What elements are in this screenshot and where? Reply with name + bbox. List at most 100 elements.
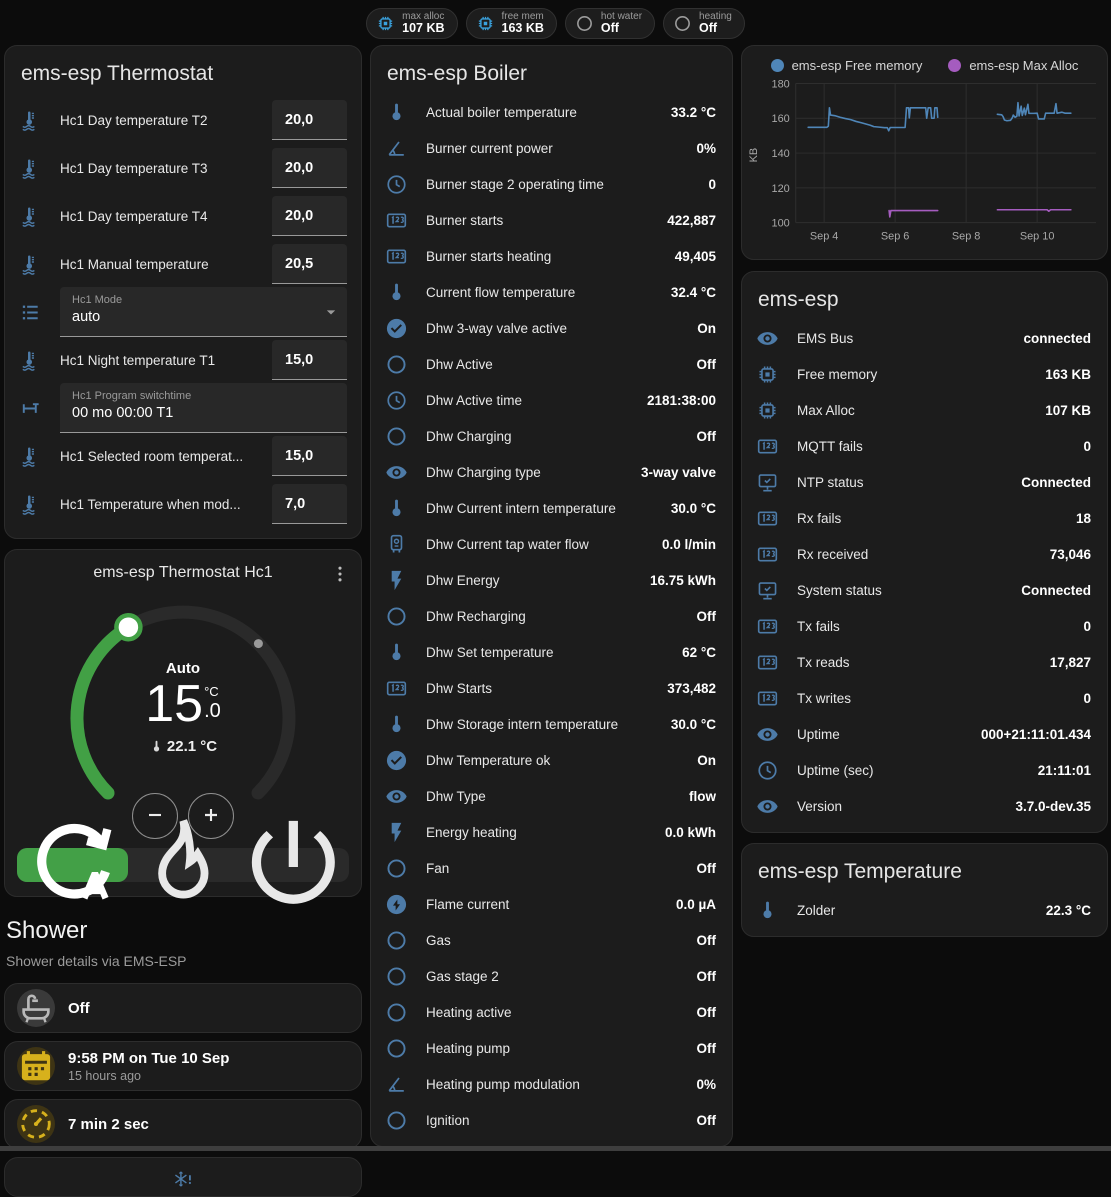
entity-row[interactable]: Flame current 0.0 µA (371, 886, 732, 922)
shower-item[interactable]: Off (4, 983, 362, 1033)
text-input[interactable]: Hc1 Program switchtime 00 mo 00:00 T1 (60, 383, 347, 433)
entity-row[interactable]: Dhw Recharging Off (371, 598, 732, 634)
entity-row[interactable]: Ignition Off (371, 1102, 732, 1138)
partial-card[interactable] (4, 1157, 362, 1197)
memory-chart-card: ems-esp Free memory ems-esp Max Alloc 10… (741, 45, 1108, 260)
hvac-mode-button[interactable] (17, 848, 128, 882)
entity-row[interactable]: Burner starts 422,887 (371, 202, 732, 238)
entity-row[interactable]: Gas stage 2 Off (371, 958, 732, 994)
entity-row[interactable]: EMS Bus connected (742, 320, 1107, 356)
entity-row[interactable]: NTP status Connected (742, 464, 1107, 500)
entity-row[interactable]: Dhw Current intern temperature 30.0 °C (371, 490, 732, 526)
chevron-down-icon[interactable] (321, 302, 341, 322)
entity-value: 163 KB (1045, 367, 1091, 382)
memory-line-chart[interactable]: 100120140160180Sep 4Sep 6Sep 8Sep 10KB (746, 75, 1103, 253)
entity-row[interactable]: Gas Off (371, 922, 732, 958)
circle-icon (673, 14, 692, 33)
entity-row[interactable]: Tx reads 17,827 (742, 644, 1107, 680)
status-badge[interactable]: max alloc 107 KB (366, 8, 457, 39)
shower-item[interactable]: 9:58 PM on Tue 10 Sep 15 hours ago (4, 1041, 362, 1091)
entity-row[interactable]: Dhw Set temperature 62 °C (371, 634, 732, 670)
entity-row[interactable]: Tx fails 0 (742, 608, 1107, 644)
entity-row[interactable]: Version 3.7.0-dev.35 (742, 788, 1107, 824)
entity-row[interactable]: Rx fails 18 (742, 500, 1107, 536)
entity-row[interactable]: Heating pump modulation 0% (371, 1066, 732, 1102)
entity-row[interactable]: Heating active Off (371, 994, 732, 1030)
number-input[interactable] (272, 340, 347, 380)
dots-vertical-icon[interactable] (329, 563, 351, 585)
decrease-temp-button[interactable] (132, 793, 178, 839)
entity-row[interactable]: Fan Off (371, 850, 732, 886)
list-icon (19, 301, 42, 324)
entity-row[interactable]: Current flow temperature 32.4 °C (371, 274, 732, 310)
svg-text:120: 120 (772, 183, 790, 195)
hvac-mode-button[interactable] (128, 848, 239, 882)
entity-row[interactable]: Dhw Storage intern temperature 30.0 °C (371, 706, 732, 742)
entity-row[interactable]: Dhw Energy 16.75 kWh (371, 562, 732, 598)
number-input[interactable] (272, 148, 347, 188)
number-input-value[interactable] (272, 112, 347, 128)
entity-row[interactable]: Uptime 000+21:11:01.434 (742, 716, 1107, 752)
entity-row[interactable]: Dhw Active time 2181:38:00 (371, 382, 732, 418)
field-value: auto (72, 309, 335, 325)
thermometer-icon (756, 899, 779, 922)
thermometer-icon (149, 739, 164, 754)
entity-label: System status (797, 583, 882, 598)
legend-item[interactable]: ems-esp Free memory (771, 58, 923, 73)
entity-row[interactable]: Free memory 163 KB (742, 356, 1107, 392)
number-input[interactable] (272, 100, 347, 140)
mode-select[interactable]: Hc1 Mode auto (60, 287, 347, 337)
entity-row[interactable]: Burner current power 0% (371, 130, 732, 166)
number-input-value[interactable] (272, 352, 347, 368)
entity-label: Version (797, 799, 842, 814)
status-badge[interactable]: heating Off (663, 8, 745, 39)
thermostat-entities-card: ems-esp Thermostat Hc1 Day temperature T… (4, 45, 362, 539)
entity-row[interactable]: Actual boiler temperature 33.2 °C (371, 94, 732, 130)
legend-item[interactable]: ems-esp Max Alloc (948, 58, 1078, 73)
entity-label: EMS Bus (797, 331, 853, 346)
increase-temp-button[interactable] (188, 793, 234, 839)
monitor-check-icon (756, 579, 779, 602)
thermostat-dial[interactable]: Auto 15 °C .0 22.1 °C (5, 584, 361, 842)
thermometer-water-icon (19, 349, 42, 372)
entity-row[interactable]: Dhw Charging type 3-way valve (371, 454, 732, 490)
entity-row[interactable]: Dhw Active Off (371, 346, 732, 382)
entity-row[interactable]: Dhw Starts 373,482 (371, 670, 732, 706)
shower-item[interactable]: 7 min 2 sec (4, 1099, 362, 1149)
entity-row[interactable]: Energy heating 0.0 kWh (371, 814, 732, 850)
entity-row[interactable]: Dhw Type flow (371, 778, 732, 814)
entity-label: Rx received (797, 547, 868, 562)
entity-label: Dhw Storage intern temperature (426, 717, 618, 732)
number-input-value[interactable] (272, 208, 347, 224)
number-input[interactable] (272, 244, 347, 284)
entity-row[interactable]: Zolder 22.3 °C (742, 892, 1107, 928)
entity-row[interactable]: System status Connected (742, 572, 1107, 608)
number-input[interactable] (272, 436, 347, 476)
entity-row[interactable]: Heating pump Off (371, 1030, 732, 1066)
hvac-mode-button[interactable] (238, 848, 349, 882)
entity-row[interactable]: Dhw Charging Off (371, 418, 732, 454)
number-input-value[interactable] (272, 256, 347, 272)
entity-row[interactable]: Max Alloc 107 KB (742, 392, 1107, 428)
entity-row[interactable]: Burner starts heating 49,405 (371, 238, 732, 274)
number-input[interactable] (272, 196, 347, 236)
svg-text:Sep 4: Sep 4 (810, 231, 839, 243)
status-badge[interactable]: free mem 163 KB (466, 8, 557, 39)
entity-value: 0 (708, 177, 716, 192)
entity-row[interactable]: Burner stage 2 operating time 0 (371, 166, 732, 202)
number-input-value[interactable] (272, 160, 347, 176)
entity-row[interactable]: MQTT fails 0 (742, 428, 1107, 464)
entity-row[interactable]: Uptime (sec) 21:11:01 (742, 752, 1107, 788)
entity-row[interactable]: Dhw Current tap water flow 0.0 l/min (371, 526, 732, 562)
entity-value: 0.0 kWh (665, 825, 716, 840)
status-badge[interactable]: hot water Off (565, 8, 655, 39)
bottom-scroll-band[interactable] (0, 1146, 1111, 1151)
entity-row[interactable]: Rx received 73,046 (742, 536, 1107, 572)
entity-row[interactable]: Dhw 3-way valve active On (371, 310, 732, 346)
entity-row[interactable]: Tx writes 0 (742, 680, 1107, 716)
number-input-value[interactable] (272, 496, 347, 512)
entity-value: 3-way valve (641, 465, 716, 480)
number-input[interactable] (272, 484, 347, 524)
entity-row[interactable]: Dhw Temperature ok On (371, 742, 732, 778)
number-input-value[interactable] (272, 448, 347, 464)
